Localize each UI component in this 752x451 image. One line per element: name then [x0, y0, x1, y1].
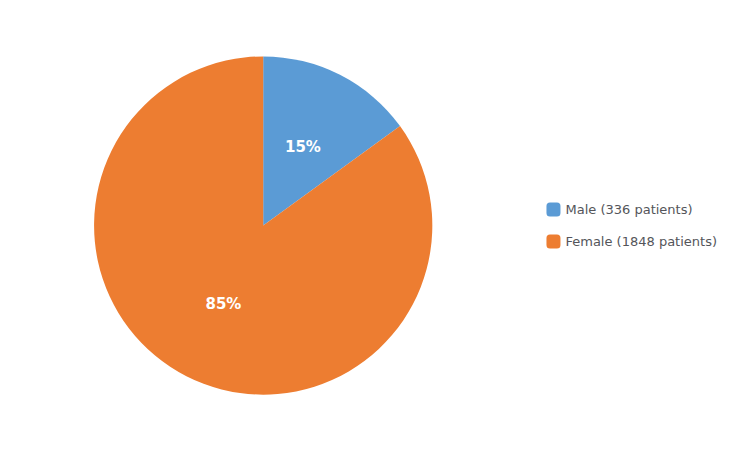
svg-text:15%: 15% [285, 138, 321, 156]
svg-text:85%: 85% [205, 295, 241, 313]
svg-text:Male (336 patients): Male (336 patients) [565, 202, 692, 217]
svg-text:Female (1848 patients): Female (1848 patients) [565, 234, 717, 249]
